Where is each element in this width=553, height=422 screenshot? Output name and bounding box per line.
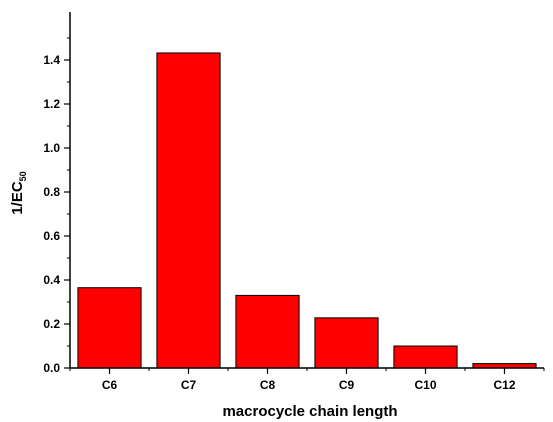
y-tick-label: 1.2: [43, 97, 60, 111]
y-tick-label: 0.8: [43, 185, 60, 199]
x-tick-label: C12: [493, 378, 515, 392]
y-tick-label: 0.2: [43, 317, 60, 331]
bars-group: [77, 52, 537, 369]
y-tick-label: 1.4: [43, 53, 60, 67]
y-axis-title: 1/EC50: [9, 171, 28, 214]
bar-c9: [314, 317, 379, 369]
x-tick-label: C10: [414, 378, 436, 392]
x-tick-label: C6: [102, 378, 118, 392]
x-tick-label: C7: [181, 378, 197, 392]
y-axis-title-main: 1/EC: [9, 181, 26, 215]
bar-c6: [77, 287, 142, 369]
bar-c8: [235, 294, 300, 369]
x-axis-title: macrocycle chain length: [222, 403, 397, 420]
bar-c7: [156, 52, 221, 369]
bar-c10: [393, 345, 458, 369]
y-tick-label: 0.4: [43, 273, 60, 287]
y-axis-title-subscript: 50: [18, 171, 28, 181]
y-tick-label: 1.0: [43, 141, 60, 155]
ticks-group: 0.0 0.2 0.4 0.6 0.8 1.0 1.2 1.4 C6 C7 C8 C9 C10 C12: [43, 37, 545, 392]
x-tick-label: C8: [260, 378, 276, 392]
y-tick-label: 0.6: [43, 229, 60, 243]
x-tick-label: C9: [339, 378, 355, 392]
y-tick-label: 0.0: [43, 361, 60, 375]
